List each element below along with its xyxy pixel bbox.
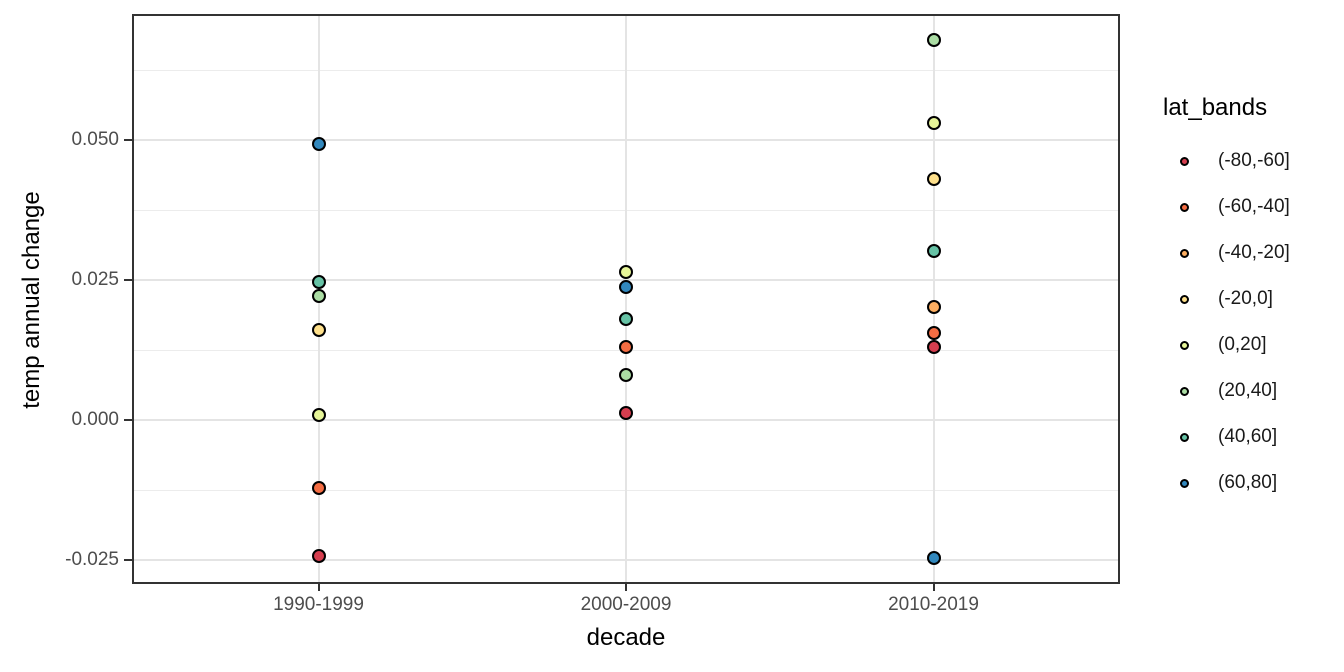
y-axis-title: temp annual change <box>18 191 45 409</box>
legend-key-dot <box>1180 340 1189 350</box>
legend-item: (60,80] <box>1180 460 1277 506</box>
data-point <box>311 289 326 304</box>
data-point <box>926 299 941 314</box>
data-point <box>311 481 326 496</box>
legend-key-dot <box>1180 156 1189 166</box>
legend-item-label: (-40,-20] <box>1218 242 1290 263</box>
data-point <box>926 326 941 341</box>
data-point <box>619 406 633 421</box>
legend-item: (-40,-20] <box>1180 230 1290 276</box>
data-point <box>311 136 326 151</box>
data-point <box>926 339 941 354</box>
legend-item: (-20,0] <box>1180 276 1273 322</box>
legend-item: (40,60] <box>1180 414 1277 460</box>
legend-key-dot <box>1180 294 1189 304</box>
legend-item-label: (0,20] <box>1218 334 1267 355</box>
data-point <box>619 311 633 326</box>
x-tick-mark <box>932 584 935 591</box>
x-axis-title: decade <box>586 624 666 651</box>
legend-key-dot <box>1180 478 1189 488</box>
data-point <box>619 265 633 280</box>
data-point <box>311 549 326 564</box>
x-tick-label: 2010-2019 <box>888 594 979 615</box>
data-point <box>619 339 633 354</box>
legend-key-dot <box>1180 386 1189 396</box>
legend-title: lat_bands <box>1163 94 1268 121</box>
data-point <box>926 33 941 48</box>
y-tick-mark <box>124 559 132 561</box>
data-point <box>311 275 326 290</box>
y-tick-mark <box>124 279 132 281</box>
gridline-vertical <box>625 16 627 582</box>
data-point <box>619 280 633 295</box>
legend-item-label: (-80,-60] <box>1218 150 1290 171</box>
legend-key-dot <box>1180 248 1189 258</box>
data-point <box>311 323 326 338</box>
legend-item: (-60,-40] <box>1180 184 1290 230</box>
x-tick-label: 2000-2009 <box>580 594 672 615</box>
gridline-vertical <box>932 16 935 582</box>
y-tick-label: 0.025 <box>71 269 119 290</box>
legend-item-label: (-20,0] <box>1218 288 1273 309</box>
x-tick-label: 1990-1999 <box>273 594 364 615</box>
legend-key-dot <box>1180 432 1189 442</box>
data-point <box>926 116 941 131</box>
legend-item-label: (40,60] <box>1218 426 1278 447</box>
legend-item: (0,20] <box>1180 322 1267 368</box>
data-point <box>311 407 326 422</box>
plot-panel <box>132 14 1120 584</box>
legend-item-label: (-60,-40] <box>1218 196 1290 217</box>
x-tick-mark <box>625 584 627 591</box>
data-point <box>619 368 633 383</box>
y-tick-mark <box>124 419 132 421</box>
x-tick-mark <box>317 584 320 591</box>
data-point <box>926 243 941 258</box>
y-tick-label: -0.025 <box>65 549 119 570</box>
y-tick-mark <box>124 139 132 141</box>
legend-key-dot <box>1180 202 1189 212</box>
legend-item: (20,40] <box>1180 368 1277 414</box>
y-tick-label: 0.050 <box>71 129 119 150</box>
legend-item: (-80,-60] <box>1180 138 1290 184</box>
legend-item-label: (20,40] <box>1218 380 1278 401</box>
y-tick-label: 0.000 <box>71 409 119 430</box>
data-point <box>926 172 941 187</box>
legend-item-label: (60,80] <box>1218 472 1278 493</box>
data-point <box>926 551 941 566</box>
